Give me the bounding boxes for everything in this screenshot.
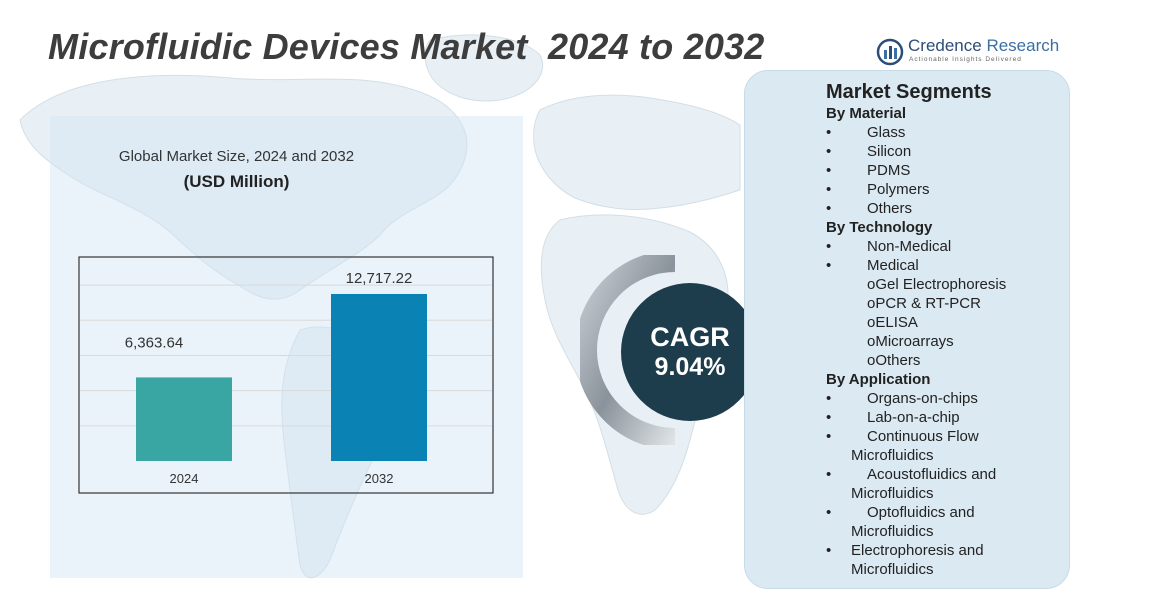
bullet-icon: •: [826, 200, 832, 217]
list-item: • Lab-on-a-chip: [826, 409, 960, 426]
bullet-icon: •: [826, 409, 832, 426]
sub-list-item: oOthers: [867, 352, 921, 369]
cagr-ring-decoration: [580, 255, 676, 445]
list-item: • PDMS: [826, 162, 911, 179]
logo-name-part1: Credence: [908, 36, 982, 55]
bullet-icon: •: [826, 390, 832, 407]
sub-list-item: oPCR & RT-PCR: [867, 295, 981, 312]
list-item: • Electrophoresis and Microfluidics: [826, 542, 984, 578]
group-by-material: By Material: [826, 105, 907, 122]
chart-frame: [78, 256, 494, 494]
bar-2024: [136, 377, 232, 461]
value-label-2024: 6,363.64: [125, 334, 183, 351]
list-item: • Polymers: [826, 181, 930, 198]
list-item: • Others: [826, 200, 913, 217]
bullet-icon: •: [826, 143, 832, 160]
bullet-icon: •: [826, 181, 832, 198]
chart-title: Global Market Size, 2024 and 2032: [118, 148, 355, 165]
sub-list-item: oMicroarrays: [867, 333, 954, 350]
logo-name-part2: Research: [981, 36, 1060, 55]
list-item: • Acoustofluidics and Microfluidics: [826, 466, 997, 502]
chart-panel: [50, 116, 523, 578]
bullet-icon: •: [826, 257, 832, 274]
cagr-label: CAGR: [650, 322, 730, 352]
sub-list-item: oGel Electrophoresis: [867, 276, 1007, 293]
north-america-shape: [19, 74, 468, 300]
category-label-2024: 2024: [170, 471, 199, 486]
list-item: • Continuous Flow Microfluidics: [826, 428, 979, 464]
group-by-application: By Application: [826, 371, 931, 388]
logo-name: Credence Research: [908, 36, 1059, 56]
sub-list-item: oELISA: [867, 314, 918, 331]
bar-2032: [331, 293, 427, 461]
category-label-2032: 2032: [365, 471, 394, 486]
europe-shape: [533, 94, 741, 210]
logo-tagline: Actionable Insights Delivered: [909, 56, 1022, 63]
list-item: • Optofluidics and Microfluidics: [826, 504, 975, 540]
list-item: • Silicon: [826, 143, 912, 160]
segments-panel: [744, 70, 1070, 589]
page-title: Microfluidic Devices Market 2024 to 2032: [48, 26, 765, 67]
bullet-icon: •: [826, 162, 832, 179]
bullet-icon: •: [826, 124, 832, 141]
greenland-shape: [424, 34, 544, 102]
bullet-icon: •: [826, 428, 832, 445]
bullet-icon: •: [826, 238, 832, 255]
brand-logo: Credence Research Actionable Insights De…: [876, 36, 1066, 68]
credence-logo-icon: [876, 38, 904, 66]
cagr-value: 9.04%: [654, 353, 726, 381]
segments-list: Market Segments By Material • Glass • Sili…: [826, 80, 1066, 579]
chart-unit: (USD Million): [183, 172, 290, 191]
list-item: • Glass: [826, 124, 906, 141]
segments-heading: Market Segments: [826, 81, 992, 103]
bullet-icon: •: [826, 466, 832, 483]
list-item: • Organs-on-chips: [826, 390, 978, 407]
list-item: • Medical: [826, 257, 919, 274]
list-item: • Non-Medical: [826, 238, 952, 255]
bullet-icon: •: [826, 504, 832, 521]
bullet-icon: •: [826, 542, 832, 559]
group-by-technology: By Technology: [826, 219, 933, 236]
bar-chart: 6,363.64 12,717.22 2024 2032: [78, 256, 494, 494]
value-label-2032: 12,717.22: [346, 270, 413, 287]
cagr-badge: CAGR 9.04%: [621, 283, 759, 421]
